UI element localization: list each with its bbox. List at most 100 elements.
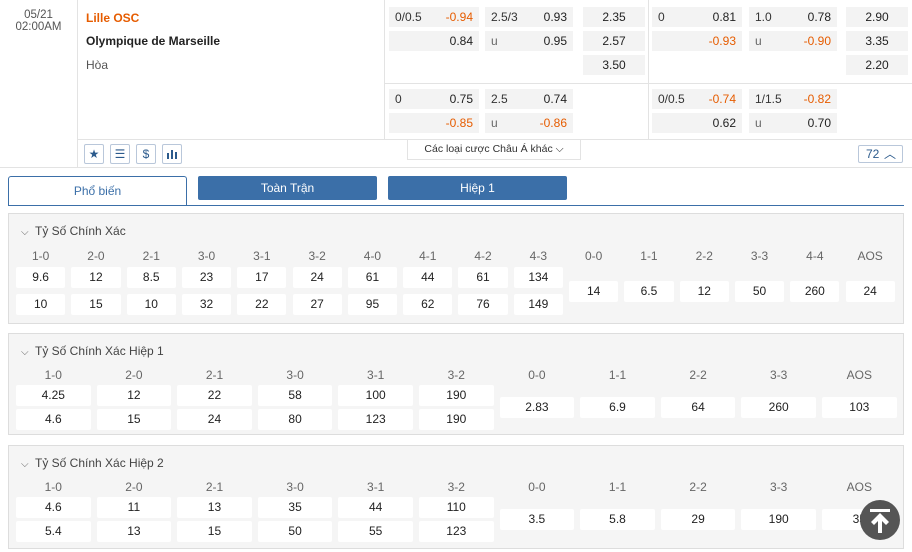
odds-cell[interactable]: 9.6 xyxy=(16,267,66,288)
odds-cell[interactable]: 123 xyxy=(419,521,494,542)
odds-cell[interactable]: 2.83 xyxy=(499,397,575,418)
ft-hdp2-home-odds[interactable]: 0 0.75 xyxy=(389,89,479,109)
odds-cell[interactable]: 3.5 xyxy=(499,509,575,530)
ft-1x2-home[interactable]: 2.35 xyxy=(583,7,645,27)
odds-cell[interactable]: 6.9 xyxy=(580,397,655,418)
odds-cell[interactable]: 12 xyxy=(679,281,729,302)
odds-cell[interactable]: 76 xyxy=(458,294,508,315)
panel-title[interactable]: ⌵ Tỷ Số Chính Xác xyxy=(21,224,126,238)
markets-count-button[interactable]: 72 ︿ xyxy=(858,145,903,163)
odds-cell[interactable]: 4.6 xyxy=(16,409,91,430)
panel-title[interactable]: ⌵ Tỷ Số Chính Xác Hiệp 1 xyxy=(21,344,164,358)
divider xyxy=(78,139,912,140)
h1-under-odds[interactable]: u -0.90 xyxy=(749,31,837,51)
tab-first-half[interactable]: Hiệp 1 xyxy=(388,176,567,200)
odds-cell[interactable]: 190 xyxy=(419,385,494,406)
odds-cell[interactable]: 260 xyxy=(741,397,816,418)
odds-cell[interactable]: 64 xyxy=(660,397,736,418)
h1-1x2-home[interactable]: 2.90 xyxy=(846,7,908,27)
h1-over-odds[interactable]: 1.0 0.78 xyxy=(749,7,837,27)
odds-cell[interactable]: 22 xyxy=(237,294,287,315)
odds-cell[interactable]: 35 xyxy=(257,497,333,518)
odds-cell[interactable]: 4.6 xyxy=(16,497,91,518)
ft-1x2-away[interactable]: 2.57 xyxy=(583,31,645,51)
home-team[interactable]: Lille OSC xyxy=(86,11,140,25)
ft-hdp-home-odds[interactable]: 0/0.5 -0.94 xyxy=(389,7,479,27)
odds-cell[interactable]: 123 xyxy=(338,409,413,430)
odds-cell[interactable]: 50 xyxy=(734,281,785,302)
odds-cell[interactable]: 14 xyxy=(569,281,619,302)
hdp-line: 0/0.5 xyxy=(658,92,685,106)
odds-cell[interactable]: 4.25 xyxy=(16,385,91,406)
odds-cell[interactable]: 15 xyxy=(96,409,172,430)
odds-cell[interactable]: 22 xyxy=(177,385,252,406)
odds-cell[interactable]: 134 xyxy=(513,267,563,288)
scroll-to-top-button[interactable] xyxy=(860,500,900,540)
list-icon[interactable]: ☰ xyxy=(110,144,130,164)
odds-cell[interactable]: 13 xyxy=(96,521,172,542)
odds-cell[interactable]: 11 xyxy=(96,497,172,518)
dollar-icon[interactable]: $ xyxy=(136,144,156,164)
odds-cell[interactable]: 5.8 xyxy=(580,509,655,530)
odds-cell[interactable]: 62 xyxy=(403,294,453,315)
odds-cell[interactable]: 190 xyxy=(741,509,816,530)
score-header: 3-3 xyxy=(770,480,788,494)
ft-over2-odds[interactable]: 2.5 0.74 xyxy=(485,89,573,109)
star-icon[interactable]: ★ xyxy=(84,144,104,164)
odds-cell[interactable]: 10 xyxy=(16,294,66,315)
h1-over2-odds[interactable]: 1/1.5 -0.82 xyxy=(749,89,837,109)
odds-cell[interactable]: 15 xyxy=(71,294,121,315)
odds-cell[interactable]: 61 xyxy=(458,267,508,288)
odds-cell[interactable]: 100 xyxy=(338,385,413,406)
odds-cell[interactable]: 27 xyxy=(292,294,342,315)
odds-cell[interactable]: 110 xyxy=(419,497,494,518)
ft-under2-odds[interactable]: u -0.86 xyxy=(485,113,573,133)
odds-cell[interactable]: 149 xyxy=(513,294,563,315)
odds-cell[interactable]: 61 xyxy=(347,267,398,288)
odds-cell[interactable]: 10 xyxy=(126,294,176,315)
odds-cell[interactable]: 6.5 xyxy=(624,281,674,302)
odds-cell[interactable]: 95 xyxy=(347,294,398,315)
odds-cell[interactable]: 50 xyxy=(257,521,333,542)
ft-1x2-draw[interactable]: 3.50 xyxy=(583,55,645,75)
odds-cell[interactable]: 260 xyxy=(790,281,840,302)
h1-hdp-away-odds[interactable]: -0.93 xyxy=(652,31,742,51)
odds-cell[interactable]: 13 xyxy=(177,497,252,518)
odds-cell[interactable]: 44 xyxy=(338,497,413,518)
odds-cell[interactable]: 8.5 xyxy=(126,267,176,288)
h1-1x2-draw[interactable]: 2.20 xyxy=(846,55,908,75)
odds-cell[interactable]: 58 xyxy=(257,385,333,406)
odds-cell[interactable]: 103 xyxy=(822,397,897,418)
odds-cell[interactable]: 12 xyxy=(71,267,121,288)
more-bet-types-button[interactable]: Các loại cược Châu Á khác ⌵ xyxy=(407,140,581,160)
odds-cell[interactable]: 44 xyxy=(403,267,453,288)
h1-under2-odds[interactable]: u 0.70 xyxy=(749,113,837,133)
odds-cell[interactable]: 15 xyxy=(177,521,252,542)
ft-over-odds[interactable]: 2.5/3 0.93 xyxy=(485,7,573,27)
ft-hdp2-away-odds[interactable]: -0.85 xyxy=(389,113,479,133)
odds-cell[interactable]: 24 xyxy=(177,409,252,430)
chart-icon[interactable] xyxy=(162,144,182,164)
odds-cell[interactable]: 23 xyxy=(181,267,232,288)
odds-cell[interactable]: 29 xyxy=(660,509,736,530)
odds-cell[interactable]: 24 xyxy=(292,267,342,288)
odds-cell[interactable]: 17 xyxy=(237,267,287,288)
odds-cell[interactable]: 32 xyxy=(181,294,232,315)
odds-cell[interactable]: 24 xyxy=(845,281,895,302)
tab-full-match[interactable]: Toàn Trận xyxy=(198,176,377,200)
odds-cell[interactable]: 55 xyxy=(338,521,413,542)
odds-value: 3.50 xyxy=(602,58,626,72)
h1-hdp2-home-odds[interactable]: 0/0.5 -0.74 xyxy=(652,89,742,109)
ft-hdp-away-odds[interactable]: 0.84 xyxy=(389,31,479,51)
odds-cell[interactable]: 80 xyxy=(257,409,333,430)
odds-cell[interactable]: 5.4 xyxy=(16,521,91,542)
h1-hdp-home-odds[interactable]: 0 0.81 xyxy=(652,7,742,27)
ft-under-odds[interactable]: u 0.95 xyxy=(485,31,573,51)
odds-cell[interactable]: 12 xyxy=(96,385,172,406)
tab-popular[interactable]: Phổ biến xyxy=(8,176,187,206)
h1-hdp2-away-odds[interactable]: 0.62 xyxy=(652,113,742,133)
panel-title[interactable]: ⌵ Tỷ Số Chính Xác Hiệp 2 xyxy=(21,456,164,470)
away-team[interactable]: Olympique de Marseille xyxy=(86,34,221,48)
h1-1x2-away[interactable]: 3.35 xyxy=(846,31,908,51)
odds-cell[interactable]: 190 xyxy=(419,409,494,430)
